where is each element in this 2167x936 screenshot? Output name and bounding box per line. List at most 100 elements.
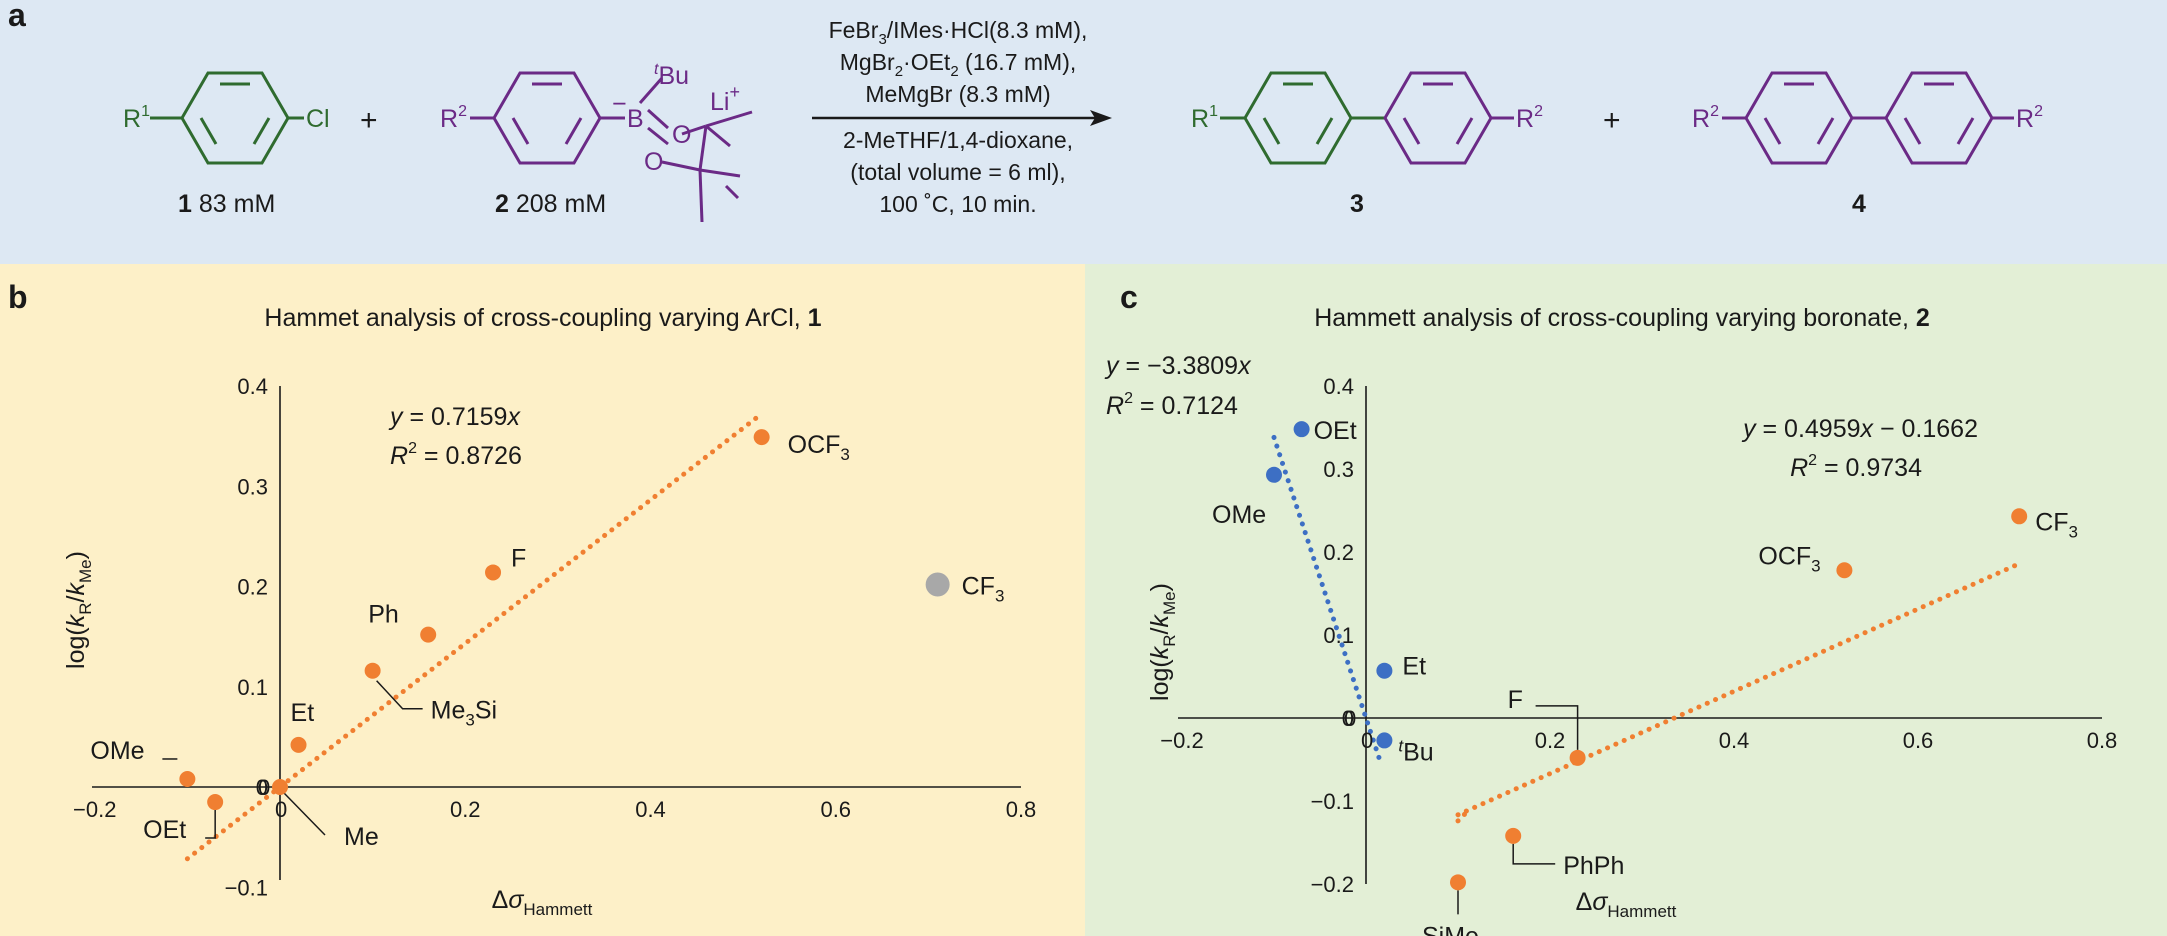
svg-text:R2 = 0.7124: R2 = 0.7124	[1106, 390, 1238, 420]
reactant-2-structure	[470, 71, 753, 223]
tert-butyl-group: tBu	[654, 61, 689, 90]
chart-c-point-label-cf3: CF3	[2035, 508, 2078, 541]
product-4-right-substituent: R2	[2016, 103, 2043, 133]
svg-text:100 ˚C, 10 min.: 100 ˚C, 10 min.	[879, 191, 1036, 217]
chart-b-point-me	[272, 779, 288, 795]
chart-c-y-tick-label-0-3: 0.3	[1323, 457, 1354, 482]
chart-b-leader-oet	[205, 810, 216, 839]
chart-c-point-label-phph: PhPh	[1563, 852, 1624, 880]
chart-b-point-label-me: Me	[344, 823, 379, 851]
chart-b-leader-me3si	[376, 680, 423, 710]
reactant-1-substituent: R1	[123, 103, 150, 133]
chart-c-point-oet	[1293, 421, 1310, 438]
chart-c-point-sime3	[1450, 874, 1466, 891]
product-4-left-substituent: R2	[1692, 103, 1719, 133]
panel-c-label: c	[1120, 279, 1138, 315]
chart-c-y-tick-label-0: 0	[1342, 706, 1354, 731]
chart-b-x-tick-label-0-6: 0.6	[820, 797, 851, 822]
svg-text:2-MeTHF/1,4-dioxane,: 2-MeTHF/1,4-dioxane,	[843, 127, 1073, 153]
oxygen-atom-1: O	[672, 121, 691, 149]
boron-charge: −	[612, 90, 627, 118]
chart-b-origin-y-label: 0	[258, 775, 270, 800]
svg-text:y = −3.3809x: y = −3.3809x	[1104, 352, 1252, 380]
chart-c-origin-x-label: 0	[1361, 728, 1373, 753]
chart-c-point-phph	[1505, 827, 1522, 844]
svg-text:FeBr3/IMes·HCl(8.3 mM),: FeBr3/IMes·HCl(8.3 mM),	[829, 17, 1088, 48]
chart-c-x-tick-label-0-6: 0.6	[1903, 728, 1934, 753]
boron-atom: B	[627, 105, 644, 133]
chart-c-y-tick-label-0-2: 0.2	[1323, 540, 1354, 565]
chart-b-fit-line-1	[184, 411, 765, 862]
plot-area-c: −0.20.20.40.60.8−0.2−0.100.10.20.30.4OEt…	[1160, 374, 2117, 936]
chart-b-point-label-ome: OMe	[90, 737, 144, 765]
chart-c-fit-line-1	[1271, 434, 1383, 763]
reaction-conditions: FeBr3/IMes·HCl(8.3 mM), MgBr2·OEt2 (16.7…	[829, 17, 1088, 217]
reactant-1-structure	[150, 71, 304, 165]
chart-b-y-axis-label: log(kR/kMe)	[62, 551, 95, 669]
chart-panel-c: c Hammett analysis of cross-coupling var…	[1104, 279, 2117, 936]
chart-c-point-label-sime3: SiMe3	[1422, 922, 1488, 936]
product-3-structure	[1220, 71, 1514, 165]
chart-c-point-et	[1376, 662, 1393, 679]
chart-b-y-tick-label-0-1: 0.1	[237, 675, 268, 700]
chart-c-point-ome	[1266, 466, 1282, 483]
chart-b-point-label-ocf3: OCF3	[788, 431, 850, 464]
chart-c-y-tick-label-0-4: 0.4	[1323, 374, 1354, 399]
chart-c-fit-line-2	[1455, 561, 2022, 818]
chart-b-point-label-cf3: CF3	[962, 572, 1005, 605]
plus-sign-1: +	[360, 104, 378, 137]
product-3-right-substituent: R2	[1516, 103, 1543, 133]
fit-equation-c-orange: y = 0.4959x − 0.1662 R2 = 0.9734	[1741, 415, 1978, 482]
chart-c-y-tick-label-0-2: −0.2	[1311, 872, 1354, 897]
chart-panel-b: b Hammet analysis of cross-coupling vary…	[8, 279, 1036, 919]
fit-equation-b: y = 0.7159x R2 = 0.8726	[388, 403, 522, 470]
svg-text:y = 0.4959x − 0.1662: y = 0.4959x − 0.1662	[1741, 415, 1978, 443]
chart-c-point-label-tbu: tBu	[1398, 736, 1433, 766]
reactant-2-caption: 2 208 mM	[495, 190, 606, 218]
chart-b-point-me3si	[364, 662, 381, 679]
chart-b-point-label-oet: OEt	[143, 816, 186, 844]
chart-c-leader-f	[1535, 705, 1579, 750]
chart-b-x-tick-label-0-8: 0.8	[1006, 797, 1037, 822]
chart-b-point-label-me3si: Me3Si	[431, 697, 497, 730]
panel-a-background	[0, 0, 2167, 264]
chart-c-y-axis-label: log(kR/kMe)	[1146, 583, 1179, 701]
chart-c-x-axis-label: ΔσHammett	[1576, 888, 1677, 921]
chart-b-y-tick-label-0: 0	[256, 775, 268, 800]
chart-c-x-tick-label-0-2: −0.2	[1160, 728, 1203, 753]
fit-equation-c-blue: y = −3.3809x R2 = 0.7124	[1104, 352, 1252, 420]
chart-c-point-label-f: F	[1508, 686, 1523, 714]
chart-b-x-tick-label-0-2: −0.2	[73, 797, 116, 822]
chart-b-y-tick-label-0-2: 0.2	[237, 575, 268, 600]
chart-c-x-tick-label-0-8: 0.8	[2087, 728, 2118, 753]
chart-c-point-f	[1569, 749, 1586, 766]
reactant-1-leaving-group: Cl	[306, 105, 330, 133]
oxygen-atom-2: O	[644, 148, 663, 176]
chart-b-point-f	[485, 564, 502, 581]
chart-c-point-cf3	[2011, 508, 2028, 525]
svg-text:y = 0.7159x: y = 0.7159x	[388, 403, 521, 431]
chart-c-origin-y-label: 0	[1344, 706, 1356, 731]
product-3-caption: 3	[1350, 190, 1364, 218]
chart-b-y-tick-label-0-4: 0.4	[237, 374, 268, 399]
chart-c-y-tick-label-0-1: −0.1	[1311, 789, 1354, 814]
svg-text:MgBr2·OEt2 (16.7 mM),: MgBr2·OEt2 (16.7 mM),	[840, 49, 1077, 80]
chart-b-x-tick-label-0-4: 0.4	[635, 797, 666, 822]
panel-a-label: a	[8, 0, 26, 33]
svg-text:(total volume = 6 ml),: (total volume = 6 ml),	[850, 159, 1065, 185]
svg-text:MeMgBr (8.3 mM): MeMgBr (8.3 mM)	[865, 81, 1050, 107]
reaction-arrow	[812, 110, 1112, 126]
chart-b-origin-x-label: 0	[275, 797, 287, 822]
reactant-2-substituent: R2	[440, 103, 467, 133]
product-4-caption: 4	[1852, 190, 1866, 218]
product-4-structure	[1722, 71, 2014, 165]
chart-b-point-label-et: Et	[291, 699, 315, 727]
chart-c-point-label-ome: OMe	[1212, 501, 1266, 529]
chart-b-x-tick-label-0-2: 0.2	[450, 797, 481, 822]
chart-b-y-tick-label-0-1: −0.1	[225, 875, 268, 900]
chart-c-point-ocf3	[1836, 562, 1853, 579]
panel-c-background	[1085, 264, 2167, 936]
chart-b-point-et	[290, 736, 307, 753]
lithium-cation: Li+	[710, 82, 740, 116]
